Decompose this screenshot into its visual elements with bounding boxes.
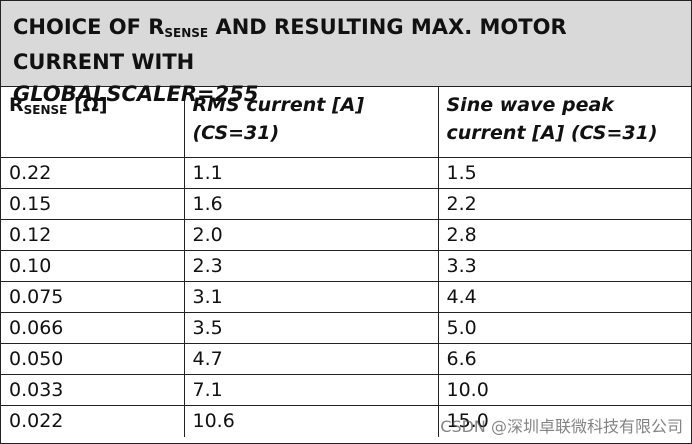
header-text: (CS=31) — [192, 122, 280, 144]
table-cell: 2.0 — [183, 219, 439, 251]
table-cell: 5.0 — [437, 312, 691, 344]
table-cell: 0.12 — [1, 219, 185, 251]
header-cell: RSENSE [Ω] — [1, 87, 185, 158]
table-cell: 2.2 — [437, 188, 691, 220]
table-cell: 0.22 — [1, 157, 185, 189]
table-row: 0.050 4.7 6.6 — [1, 343, 691, 375]
table-cell: 0.050 — [1, 343, 185, 375]
table-row: 0.022 10.6 15.0 — [1, 405, 691, 437]
table-title: CHOICE OF RSENSE AND RESULTING MAX. MOTO… — [1, 1, 691, 106]
header-text: RMS current [A] — [192, 94, 365, 116]
header-text: R — [9, 94, 24, 116]
table-cell: 4.4 — [437, 281, 691, 313]
table-cell: 3.3 — [437, 250, 691, 282]
title-subscript: SENSE — [164, 26, 209, 40]
table-row: 0.10 2.3 3.3 — [1, 250, 691, 282]
table-cell: 10.6 — [183, 405, 439, 437]
table-cell: 1.6 — [183, 188, 439, 220]
header-text: Sine wave peak — [446, 94, 614, 116]
header-subscript: SENSE — [23, 103, 68, 117]
table-cell: 7.1 — [183, 374, 439, 406]
table-row: 0.22 1.1 1.5 — [1, 157, 691, 189]
table-cell: 0.15 — [1, 188, 185, 220]
table-cell: 3.5 — [183, 312, 439, 344]
header-text: current [A] (CS=31) — [446, 122, 658, 144]
header-cell: RMS current [A] (CS=31) — [183, 87, 439, 158]
table-cell: 4.7 — [183, 343, 439, 375]
table-row: 0.033 7.1 10.0 — [1, 374, 691, 406]
table-cell: 0.022 — [1, 405, 185, 437]
watermark: CSDN @深圳卓联微科技有限公司 — [440, 417, 683, 436]
data-table: RSENSE [Ω] RMS current [A] (CS=31) Sine w… — [1, 87, 691, 437]
header-text: [Ω] — [74, 94, 108, 116]
table-cell: 2.3 — [183, 250, 439, 282]
table-cell: 0.066 — [1, 312, 185, 344]
table-cell: 0.033 — [1, 374, 185, 406]
table-body: 0.22 1.1 1.5 0.15 1.6 2.2 0.12 2.0 2.8 0.10 2.3 3.3… — [1, 157, 691, 437]
table-row: 0.066 3.5 5.0 — [1, 312, 691, 344]
table-cell: 10.0 — [437, 374, 691, 406]
title-text: CHOICE OF R — [13, 15, 165, 39]
title-text: AND RESULTING MAX. MOTOR CURRENT WITH — [13, 15, 567, 74]
table-cell: 6.6 — [437, 343, 691, 375]
table-cell: 3.1 — [183, 281, 439, 313]
table-row: 0.15 1.6 2.2 — [1, 188, 691, 220]
table-cell: 0.075 — [1, 281, 185, 313]
table-cell: 0.10 — [1, 250, 185, 282]
table-cell: 2.8 — [437, 219, 691, 251]
header-cell: Sine wave peak current [A] (CS=31) — [437, 87, 691, 158]
table-cell: 15.0 — [437, 405, 691, 437]
table-cell: 1.5 — [437, 157, 691, 189]
table-cell: 1.1 — [183, 157, 439, 189]
table-row: 0.075 3.1 4.4 — [1, 281, 691, 313]
header-row: RSENSE [Ω] RMS current [A] (CS=31) Sine w… — [1, 87, 691, 158]
table-row: 0.12 2.0 2.8 — [1, 219, 691, 251]
